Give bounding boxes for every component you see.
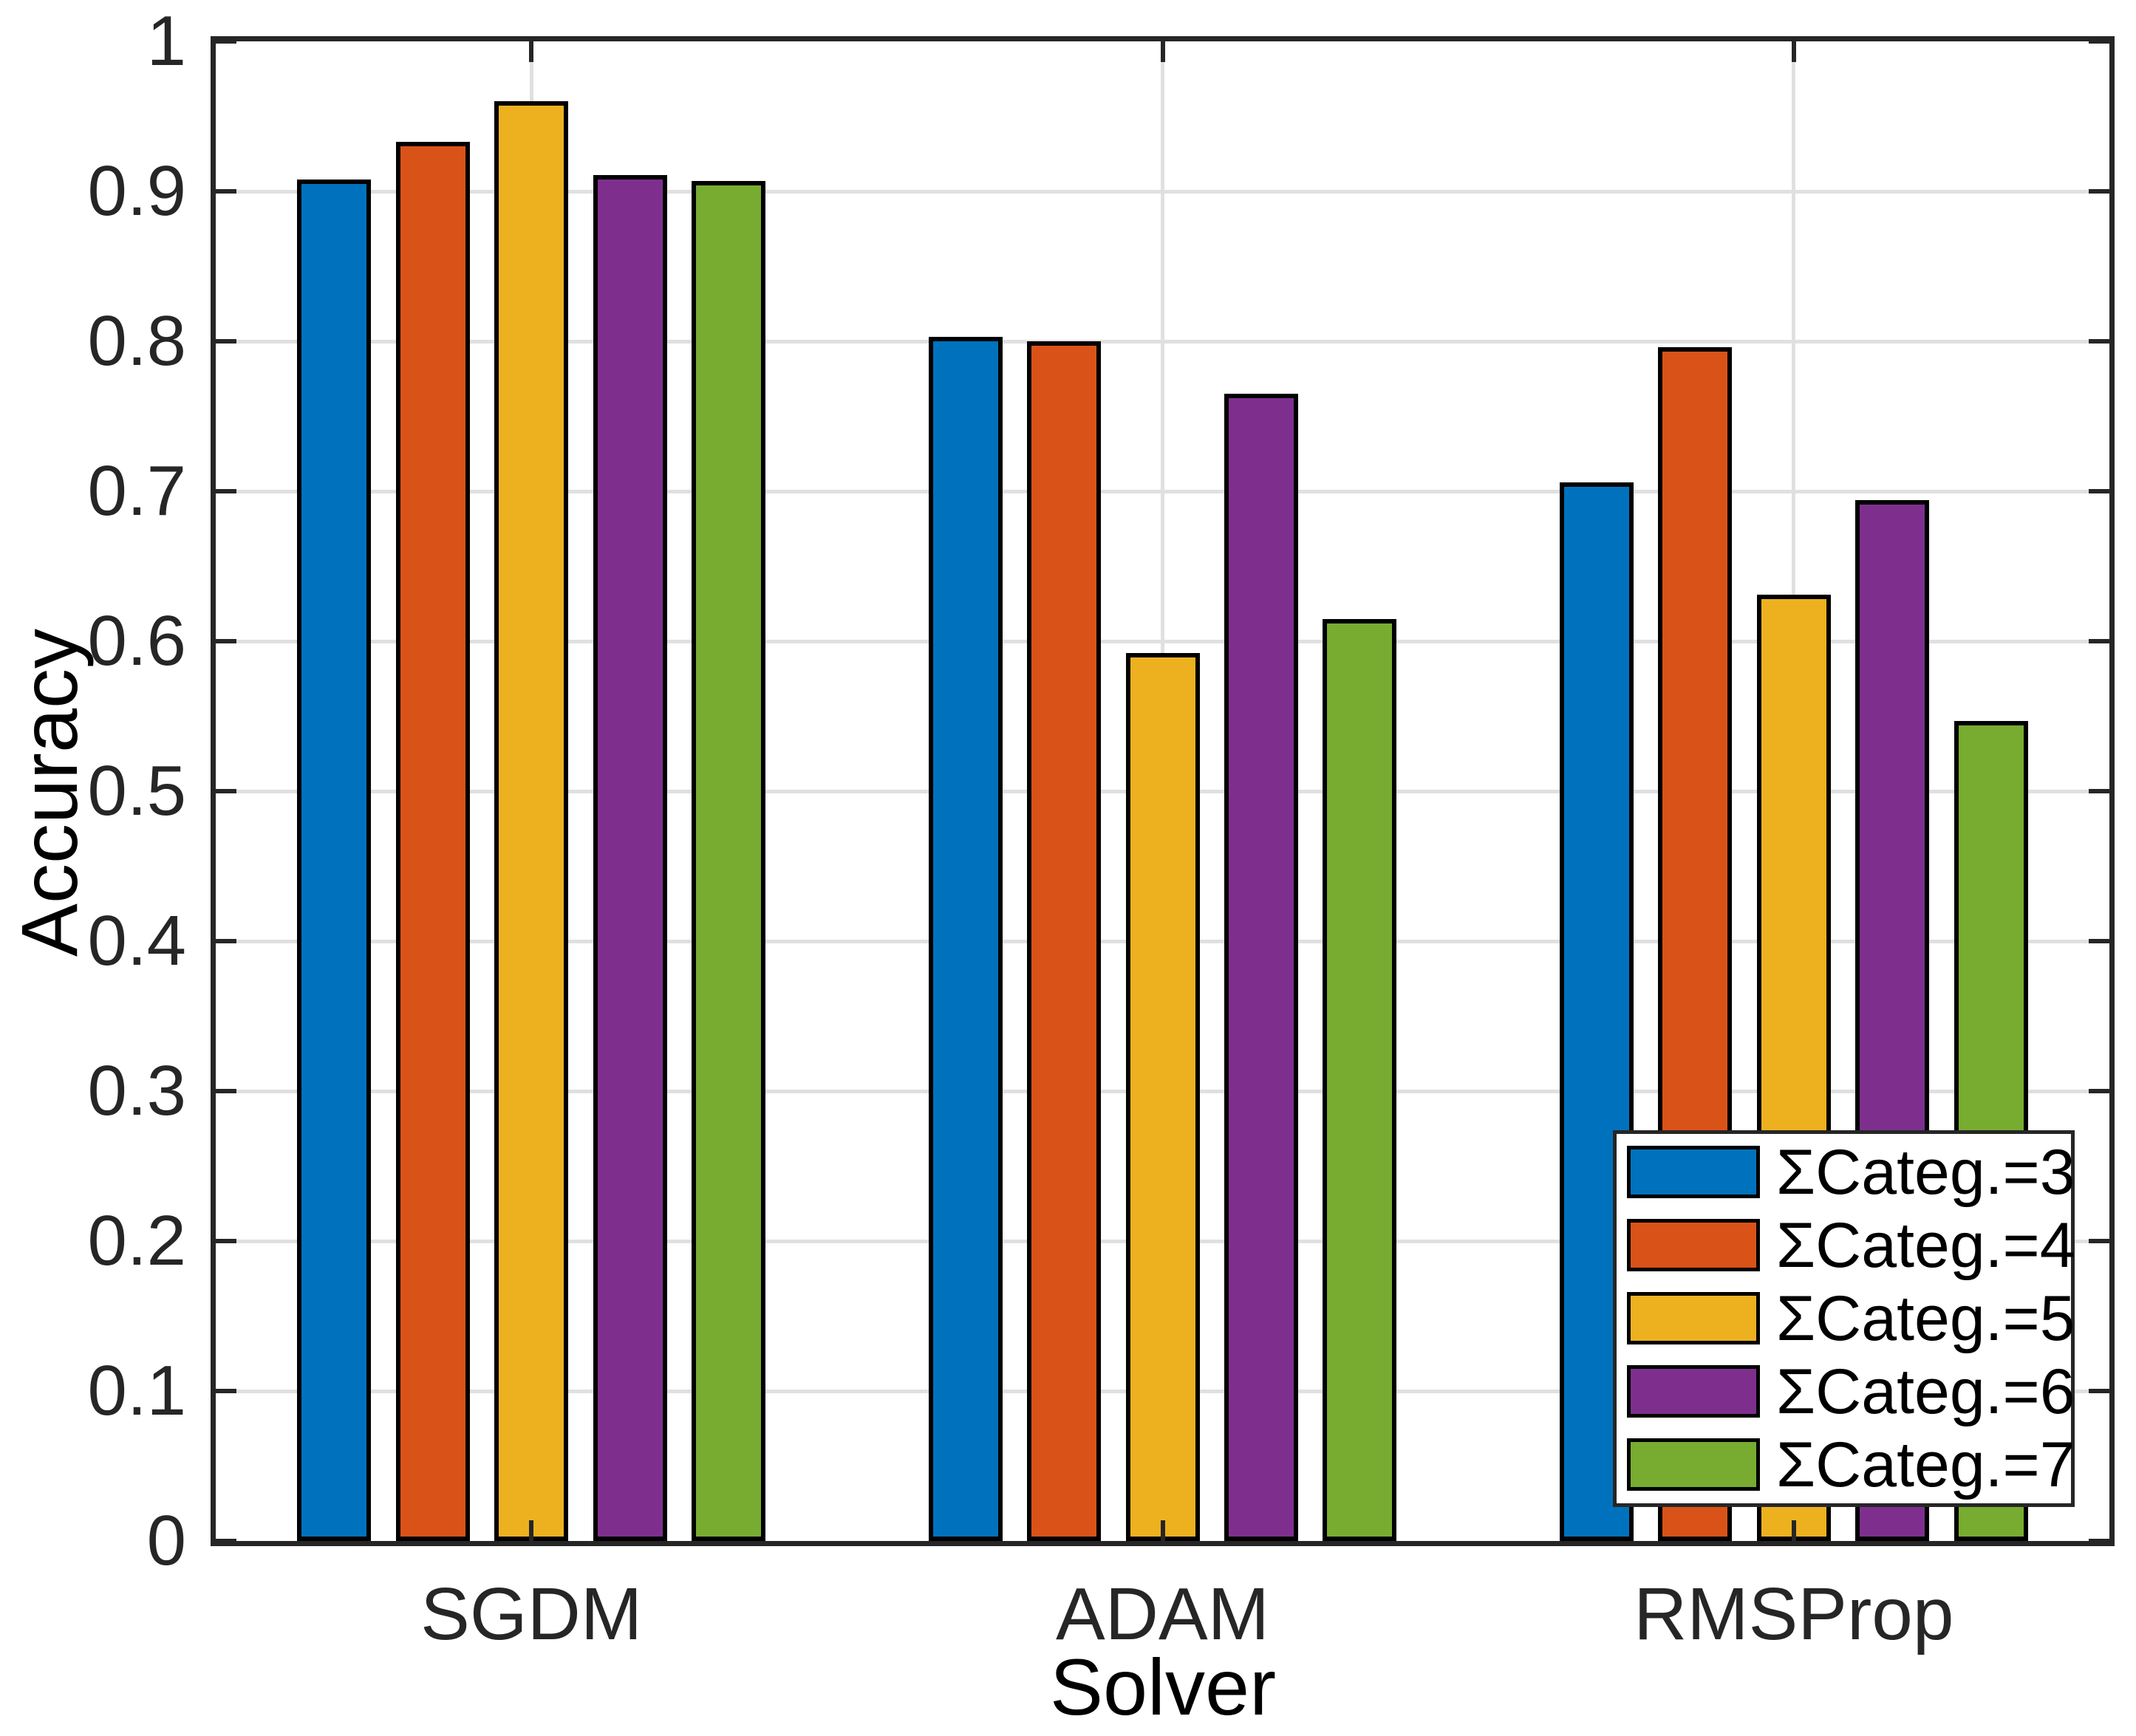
legend-swatch-icon bbox=[1627, 1219, 1760, 1271]
legend-entry-1: ΣCateg.=3 bbox=[1627, 1141, 2075, 1204]
x-tick-bottom bbox=[529, 1520, 534, 1541]
y-tick-right bbox=[2089, 189, 2109, 194]
y-tick-left bbox=[216, 789, 236, 793]
y-tick-left bbox=[216, 1389, 236, 1393]
legend-entry-label: ΣCateg.=7 bbox=[1776, 1429, 2075, 1500]
bar-adam-series2 bbox=[1027, 341, 1102, 1541]
legend-swatch-icon bbox=[1627, 1438, 1760, 1491]
y-tick-right bbox=[2089, 1239, 2109, 1243]
y-tick-label: 0.1 bbox=[87, 1351, 186, 1430]
y-tick-left bbox=[216, 639, 236, 643]
y-tick-label: 0.7 bbox=[87, 451, 186, 530]
y-tick-left bbox=[216, 39, 236, 44]
y-tick-label: 0.9 bbox=[87, 151, 186, 230]
y-tick-label: 0 bbox=[146, 1501, 186, 1580]
bar-sgdm-series1 bbox=[297, 180, 372, 1541]
bar-adam-series5 bbox=[1323, 619, 1397, 1541]
y-tick-label: 0.2 bbox=[87, 1201, 186, 1280]
legend-entry-4: ΣCateg.=6 bbox=[1627, 1360, 2075, 1424]
legend-entry-3: ΣCateg.=5 bbox=[1627, 1287, 2075, 1350]
bar-sgdm-series5 bbox=[691, 181, 765, 1541]
legend-entry-label: ΣCateg.=6 bbox=[1776, 1356, 2075, 1427]
y-tick-label: 0.3 bbox=[87, 1051, 186, 1130]
y-tick-label: 0.4 bbox=[87, 901, 186, 980]
bar-adam-series1 bbox=[928, 337, 1003, 1541]
legend-swatch-icon bbox=[1627, 1365, 1760, 1418]
bar-adam-series4 bbox=[1224, 394, 1298, 1541]
y-tick-left bbox=[216, 189, 236, 194]
legend-entry-label: ΣCateg.=4 bbox=[1776, 1209, 2075, 1281]
legend-entry-label: ΣCateg.=3 bbox=[1776, 1136, 2075, 1208]
x-tick-label-adam: ADAM bbox=[1056, 1573, 1269, 1655]
x-tick-top bbox=[1160, 41, 1165, 62]
y-tick-right bbox=[2089, 939, 2109, 943]
y-tick-right bbox=[2089, 1389, 2109, 1393]
x-axis-label: Solver bbox=[1049, 1642, 1277, 1732]
y-tick-right bbox=[2089, 489, 2109, 493]
y-tick-right bbox=[2089, 39, 2109, 44]
plot-area bbox=[211, 36, 2115, 1546]
x-tick-top bbox=[529, 41, 534, 62]
y-tick-left bbox=[216, 939, 236, 943]
legend-entry-5: ΣCateg.=7 bbox=[1627, 1433, 2075, 1497]
x-tick-label-sgdm: SGDM bbox=[420, 1573, 643, 1655]
bar-sgdm-series2 bbox=[395, 142, 470, 1541]
y-tick-left bbox=[216, 489, 236, 493]
x-tick-label-rmsprop: RMSProp bbox=[1634, 1573, 1954, 1655]
y-tick-right bbox=[2089, 1089, 2109, 1093]
legend-swatch-icon bbox=[1627, 1146, 1760, 1198]
y-tick-label: 0.5 bbox=[87, 751, 186, 830]
y-tick-left bbox=[216, 1239, 236, 1243]
y-tick-label: 0.6 bbox=[87, 601, 186, 680]
x-tick-bottom bbox=[1791, 1520, 1796, 1541]
y-tick-right bbox=[2089, 1539, 2109, 1543]
y-tick-right bbox=[2089, 789, 2109, 793]
legend-swatch-icon bbox=[1627, 1292, 1760, 1344]
y-tick-right bbox=[2089, 639, 2109, 643]
legend-entry-2: ΣCateg.=4 bbox=[1627, 1214, 2075, 1277]
legend-entry-label: ΣCateg.=5 bbox=[1776, 1282, 2075, 1354]
y-tick-right bbox=[2089, 339, 2109, 344]
x-tick-top bbox=[1791, 41, 1796, 62]
x-tick-bottom bbox=[1160, 1520, 1165, 1541]
bar-sgdm-series3 bbox=[494, 101, 569, 1541]
legend: ΣCateg.=3 ΣCateg.=4 ΣCateg.=5 ΣCateg.=6 ΣCat… bbox=[1613, 1130, 2075, 1507]
bar-sgdm-series4 bbox=[593, 175, 667, 1541]
y-tick-label: 0.8 bbox=[87, 301, 186, 380]
y-tick-label: 1 bbox=[146, 1, 186, 81]
y-tick-left bbox=[216, 1539, 236, 1543]
y-tick-left bbox=[216, 1089, 236, 1093]
y-tick-left bbox=[216, 339, 236, 344]
bar-adam-series3 bbox=[1125, 653, 1200, 1541]
